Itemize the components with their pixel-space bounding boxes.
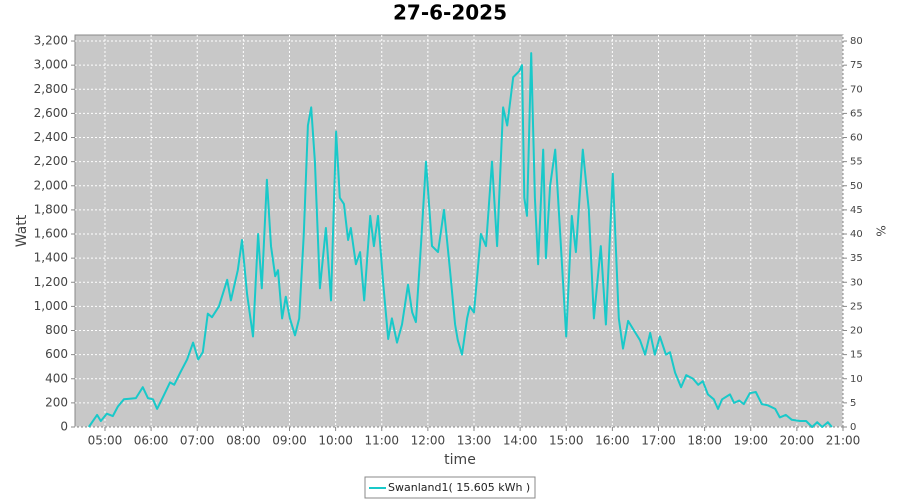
x-tick-label: 12:00: [411, 434, 446, 448]
x-tick-label: 14:00: [503, 434, 538, 448]
y2-tick-label: 20: [850, 326, 863, 337]
y2-axis-label: %: [874, 225, 888, 236]
x-tick-label: 09:00: [272, 434, 307, 448]
y2-tick-label: 35: [850, 253, 863, 264]
y-tick-label: 400: [45, 371, 68, 385]
y-tick-label: 800: [45, 323, 68, 337]
y-tick-label: 1,800: [34, 202, 68, 216]
y2-tick-label: 30: [850, 277, 863, 288]
y-tick-label: 2,200: [34, 154, 68, 168]
x-axis-label: time: [444, 452, 476, 468]
x-tick-label: 05:00: [88, 434, 123, 448]
y-tick-label: 1,400: [34, 251, 68, 265]
x-tick-label: 08:00: [226, 434, 261, 448]
x-tick-label: 17:00: [641, 434, 676, 448]
x-tick-label: 06:00: [134, 434, 169, 448]
x-tick-label: 07:00: [180, 434, 215, 448]
y-axis-label: Watt: [14, 214, 30, 247]
y2-tick-label: 50: [850, 181, 863, 192]
y-tick-label: 3,200: [34, 34, 68, 48]
x-tick-label: 21:00: [826, 434, 861, 448]
chart-title: 27-6-2025: [393, 1, 507, 25]
y2-tick-label: 45: [850, 205, 863, 216]
x-tick-label: 10:00: [318, 434, 353, 448]
y2-tick-label: 15: [850, 350, 863, 361]
y-tick-label: 2,800: [34, 82, 68, 96]
y-tick-label: 3,000: [34, 58, 68, 72]
y-tick-label: 2,600: [34, 106, 68, 120]
y2-tick-label: 60: [850, 133, 863, 144]
y2-tick-label: 40: [850, 229, 863, 240]
y2-tick-label: 10: [850, 374, 863, 385]
y2-tick-label: 55: [850, 157, 863, 168]
legend-label: Swanland1( 15.605 kWh ): [388, 481, 530, 494]
y-tick-label: 200: [45, 395, 68, 409]
y2-tick-label: 80: [850, 36, 863, 47]
y-tick-label: 600: [45, 347, 68, 361]
y-tick-label: 1,000: [34, 299, 68, 313]
y-tick-label: 2,400: [34, 130, 68, 144]
y-tick-label: 1,600: [34, 227, 68, 241]
x-tick-label: 13:00: [457, 434, 492, 448]
y2-tick-label: 25: [850, 301, 863, 312]
legend: [364, 476, 536, 499]
x-tick-label: 20:00: [780, 434, 815, 448]
x-tick-label: 11:00: [364, 434, 399, 448]
plot-area: [74, 34, 844, 428]
y2-tick-label: 0: [850, 422, 856, 433]
data-line: [87, 52, 833, 428]
y2-tick-label: 70: [850, 84, 863, 95]
y-tick-label: 0: [60, 420, 68, 434]
y-tick-label: 1,200: [34, 275, 68, 289]
x-tick-label: 19:00: [733, 434, 768, 448]
y-tick-label: 2,000: [34, 178, 68, 192]
x-tick-label: 15:00: [549, 434, 584, 448]
y2-tick-label: 75: [850, 60, 863, 71]
y2-tick-label: 65: [850, 108, 863, 119]
x-tick-label: 18:00: [687, 434, 722, 448]
x-tick-label: 16:00: [595, 434, 630, 448]
y2-tick-label: 5: [850, 398, 856, 409]
